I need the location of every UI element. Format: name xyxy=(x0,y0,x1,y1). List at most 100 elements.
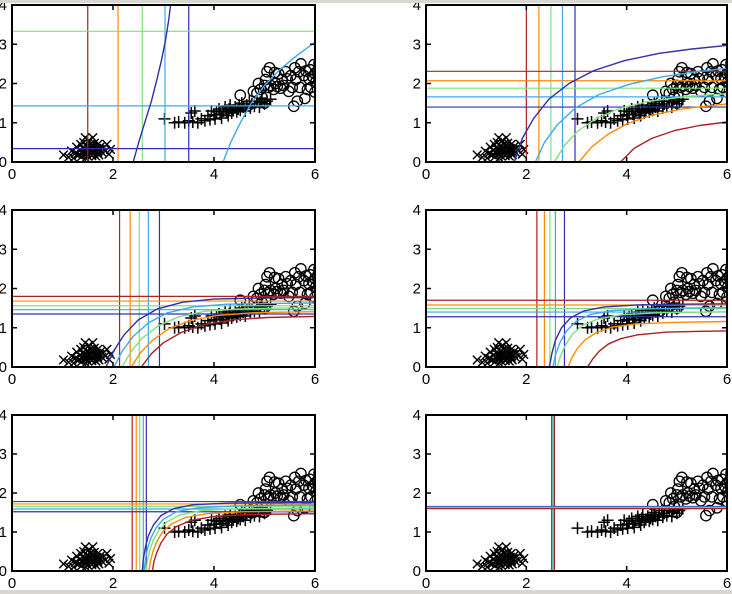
marker-circle xyxy=(281,277,294,290)
marker-plus xyxy=(172,525,185,538)
marker-circle xyxy=(317,67,327,77)
marker-plus xyxy=(215,112,228,125)
marker-circle xyxy=(252,77,265,90)
marker-x xyxy=(80,542,91,552)
marker-circle xyxy=(693,277,706,290)
x-tick-label: 4 xyxy=(622,575,630,592)
y-tick-label: 1 xyxy=(413,115,421,132)
marker-plus xyxy=(651,514,664,527)
scatter-series-+ xyxy=(571,502,689,538)
boundary-curve-orange xyxy=(578,103,727,162)
marker-plus xyxy=(628,521,641,534)
marker-circle xyxy=(680,492,692,505)
marker-circle xyxy=(320,279,330,289)
y-tick-label: 1 xyxy=(413,320,421,337)
marker-x xyxy=(493,542,504,552)
marker-plus xyxy=(215,521,228,534)
marker-x xyxy=(105,553,116,564)
marker-circle xyxy=(680,288,692,301)
marker-circle xyxy=(666,288,679,301)
marker-circle xyxy=(687,491,699,504)
marker-plus xyxy=(599,525,612,538)
x-tick-label: 6 xyxy=(311,575,319,592)
subplot-bottom-right: 0 2 4 6 0 1 2 3 4 xyxy=(413,407,732,592)
marker-circle xyxy=(701,471,713,484)
x-tick-label: 6 xyxy=(723,575,731,592)
marker-plus xyxy=(660,100,673,113)
marker-circle xyxy=(288,61,301,74)
scatter-series-x xyxy=(472,337,529,367)
marker-x xyxy=(501,542,512,552)
y-tick-label: 4 xyxy=(0,202,7,219)
scatter-series-x xyxy=(472,132,529,162)
y-tick-label: 1 xyxy=(0,524,7,541)
marker-circle xyxy=(723,270,727,282)
marker-circle xyxy=(723,475,727,486)
x-tick-label: 2 xyxy=(109,371,117,388)
marker-circle xyxy=(720,58,727,71)
scatter-series-o xyxy=(234,58,327,113)
boundary-curve-blue xyxy=(513,44,727,162)
marker-circle xyxy=(666,492,679,505)
boundary-curve-red xyxy=(151,513,315,571)
marker-circle xyxy=(674,491,687,503)
marker-circle xyxy=(666,83,679,96)
y-tick-label: 4 xyxy=(0,407,7,424)
marker-circle xyxy=(674,286,687,299)
marker-circle xyxy=(317,477,327,487)
y-tick-label: 3 xyxy=(413,446,421,463)
marker-x xyxy=(58,150,69,160)
marker-plus xyxy=(660,509,673,522)
x-tick-label: 2 xyxy=(522,575,530,592)
y-tick-label: 3 xyxy=(0,446,7,463)
marker-circle xyxy=(317,272,327,282)
marker-circle xyxy=(720,263,727,276)
boundary-curve-blue xyxy=(132,5,172,162)
marker-plus xyxy=(628,317,641,330)
marker-circle xyxy=(258,97,271,109)
scatter-series-x xyxy=(472,542,529,571)
marker-circle xyxy=(646,498,659,511)
boundary-curve-orange xyxy=(130,311,315,367)
marker-circle xyxy=(311,270,315,282)
marker-x xyxy=(88,542,98,552)
marker-circle xyxy=(308,263,315,276)
marker-circle xyxy=(314,288,315,295)
marker-circle xyxy=(254,288,267,301)
y-tick-label: 0 xyxy=(413,563,421,580)
marker-circle xyxy=(668,296,681,309)
marker-circle xyxy=(234,89,247,102)
marker-circle xyxy=(313,468,315,477)
marker-x xyxy=(493,132,504,143)
marker-plus xyxy=(239,309,252,322)
marker-circle xyxy=(685,477,697,490)
x-tick-label: 4 xyxy=(210,575,218,592)
marker-plus xyxy=(611,114,624,127)
marker-circle xyxy=(252,487,265,499)
x-tick-label: 0 xyxy=(8,166,16,183)
marker-circle xyxy=(311,65,315,77)
marker-x xyxy=(472,150,482,160)
marker-plus xyxy=(660,305,673,318)
x-tick-label: 2 xyxy=(522,166,530,183)
marker-circle xyxy=(703,504,716,517)
marker-circle xyxy=(698,81,711,94)
x-tick-label: 4 xyxy=(210,166,218,183)
y-tick-label: 0 xyxy=(413,359,421,376)
marker-circle xyxy=(310,485,315,497)
y-tick-label: 2 xyxy=(0,485,7,502)
marker-circle xyxy=(314,493,315,500)
marker-x xyxy=(105,144,116,155)
marker-circle xyxy=(314,83,315,90)
y-tick-label: 2 xyxy=(0,281,7,298)
subplot-bottom-left: 0 2 4 6 0 1 2 3 4 xyxy=(0,407,327,592)
boundary-curve-blue xyxy=(105,296,315,367)
boundary-curve-green xyxy=(553,93,727,162)
marker-plus xyxy=(186,525,199,538)
marker-x xyxy=(80,337,91,348)
x-tick-label: 6 xyxy=(311,371,319,388)
marker-circle xyxy=(308,468,315,481)
boundary-curve-green xyxy=(145,507,315,571)
boundary-curve-skyblue xyxy=(534,67,727,162)
